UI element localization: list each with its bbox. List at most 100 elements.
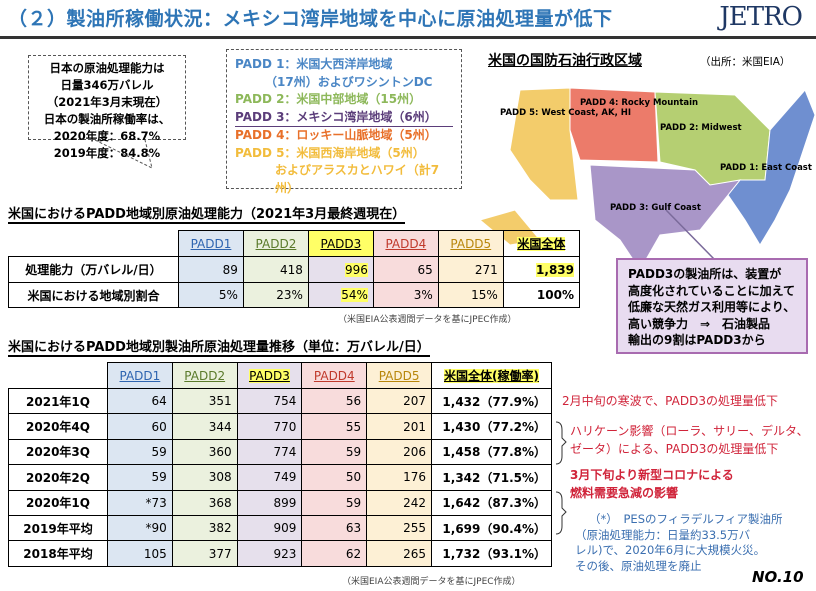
callout-line: 日量346万バレル xyxy=(60,78,154,92)
table-cell: 308 xyxy=(171,464,238,491)
map-source: （出所：米国EIA） xyxy=(700,56,791,68)
table-cell: 360 xyxy=(171,438,238,466)
table-cell: 242 xyxy=(366,489,432,516)
capacity-section-title: 米国におけるPADD地域別原油処理能力（2021年3月最終週現在） xyxy=(8,203,406,224)
slide-title: （２）製油所稼働状況：メキシコ湾岸地域を中心に原油処理量が低下 xyxy=(8,8,613,30)
table-cell: 50 xyxy=(301,464,368,491)
table-cell: 344 xyxy=(171,413,238,440)
throughput-table: PADD1 PADD2 PADD3 PADD4 PADD5 米国全体(稼働率) … xyxy=(8,362,552,567)
table-cell: 1,432（77.9%） xyxy=(431,387,552,415)
table-cell: 201 xyxy=(366,413,432,440)
col-header: PADD1 xyxy=(107,362,173,389)
table-cell: 60 xyxy=(107,413,173,440)
map-region-padd3 xyxy=(589,164,742,260)
callout-line: 日本の原油処理能力は xyxy=(49,61,165,75)
annotation-covid: 3月下旬より新型コロナによる 燃料需要急減の影響 xyxy=(570,468,734,500)
capacity-note: （米国EIA公表週間データを基にJPEC作成） xyxy=(338,315,517,325)
table-cell: *73 xyxy=(107,489,173,516)
table-cell: 63 xyxy=(301,514,368,542)
throughput-section-title: 米国におけるPADD地域別製油所原油処理量推移（単位：万バレル/日） xyxy=(8,336,430,357)
col-header: PADD2 xyxy=(171,362,238,389)
table-row: 2019年平均 *90 382 909 63 255 1,699（90.4%） xyxy=(8,514,552,542)
table-row: 2020年2Q 59 308 749 50 176 1,342（71.5%） xyxy=(8,464,552,491)
table-cell: 1,699（90.4%） xyxy=(431,514,552,542)
col-header: PADD3 xyxy=(249,368,290,383)
table-cell: 909 xyxy=(236,514,303,542)
table-cell: 1,458（77.8%） xyxy=(431,438,552,466)
table-cell: 377 xyxy=(171,540,238,567)
legend-padd5-cont: およびアラスカとハワイ（計7州） xyxy=(275,163,440,195)
legend-padd1: PADD 1：米国大西洋岸地域 xyxy=(235,57,393,71)
callout-line: 2020年度：68.7% xyxy=(53,129,161,143)
table-cell: 1,732（93.1%） xyxy=(431,540,552,567)
legend-padd1-cont: （17州）およびワシントンDC xyxy=(265,74,433,89)
table-cell: 59 xyxy=(301,489,368,516)
padd-map: PADD 5: West Coast, AK, HI PADD 4: Rocky… xyxy=(478,87,816,260)
col-header: 米国全体 xyxy=(517,237,566,251)
annotation-hurricane: ハリケーン影響（ローラ、サリー、デルタ、 ゼータ）による、PADD3の処理量低下 xyxy=(570,424,809,456)
callout-tail xyxy=(94,140,153,169)
callout-line: （2021年3月末現在） xyxy=(46,95,168,109)
table-cell: 770 xyxy=(236,413,303,440)
map-label-padd3: PADD 3: Gulf Coast xyxy=(610,203,701,213)
table-cell: 774 xyxy=(236,438,303,466)
table-cell: 55 xyxy=(301,413,368,440)
capacity-table: PADD1 PADD2 PADD3 PADD4 PADD5 米国全体 処理能力（… xyxy=(8,230,581,308)
map-label-padd2: PADD 2: Midwest xyxy=(660,123,742,133)
table-cell: 59 xyxy=(301,438,368,466)
table-cell: 1,430（77.2%） xyxy=(431,413,552,440)
table-cell: 62 xyxy=(301,540,368,567)
table-cell: 1,342（71.5%） xyxy=(431,464,552,491)
table-cell: 368 xyxy=(171,489,238,516)
col-header: PADD2 xyxy=(242,230,309,257)
table-cell: 255 xyxy=(366,514,432,542)
table-cell: 56 xyxy=(301,387,368,415)
annotation-braces xyxy=(555,421,567,535)
pes-footnote: （*） PESのフィラデルフィア製油所 （原油処理能力：日量約33.5万バ レル)で… xyxy=(575,512,783,573)
map-region-padd4 xyxy=(569,87,659,163)
padd3-callout: PADD3の製油所は、装置が 高度化されていることに加えて 低廉な天然ガス利用等によ… xyxy=(616,258,808,354)
throughput-note: （米国EIA公表週間データを基にJPEC作成） xyxy=(342,577,521,587)
map-region-padd1 xyxy=(727,89,816,246)
table-cell: 207 xyxy=(366,387,432,415)
table-row: 2020年1Q *73 368 899 59 242 1,642（87.3%） xyxy=(8,489,552,516)
table-cell: 105 xyxy=(107,540,173,567)
table-cell: 923 xyxy=(236,540,303,567)
title-divider xyxy=(0,36,816,39)
jetro-logo: JETRO xyxy=(719,2,803,32)
map-label-padd4: PADD 4: Rocky Mountain xyxy=(580,98,698,108)
table-cell: 899 xyxy=(236,489,303,516)
table-row: 処理能力（万バレル/日） 89 418 996 65 271 1,839 xyxy=(8,256,581,283)
col-header: PADD4 xyxy=(372,230,439,257)
table-row: 2020年4Q 60 344 770 55 201 1,430（77.2%） xyxy=(8,413,552,440)
table-cell: 1,642（87.3%） xyxy=(431,489,552,516)
map-title: 米国の国防石油行政区域 xyxy=(488,53,642,69)
table-row: 米国における地域別割合 5% 23% 54% 3% 15% 100% xyxy=(8,282,581,308)
table-cell: 351 xyxy=(171,387,238,415)
annotation-cold-wave: 2月中旬の寒波で、PADD3の処理量低下 xyxy=(562,394,778,408)
legend-padd5: PADD 5：米国西海岸地域（5州） xyxy=(235,145,425,160)
japan-capacity-callout: 日本の原油処理能力は 日量346万バレル （2021年3月末現在） 日本の製油所… xyxy=(28,55,186,160)
table-row: 2018年平均 105 377 923 62 265 1,732（93.1%） xyxy=(8,540,552,567)
col-header: PADD3 xyxy=(307,230,374,257)
table-cell: 59 xyxy=(107,438,173,466)
col-header: PADD5 xyxy=(437,230,504,257)
page-number: NO.10 xyxy=(752,568,804,586)
table-cell: 176 xyxy=(366,464,432,491)
table-row: 2020年3Q 59 360 774 59 206 1,458（77.8%） xyxy=(8,438,552,466)
table-cell: 382 xyxy=(171,514,238,542)
col-header: PADD5 xyxy=(366,362,432,389)
col-header: 米国全体(稼働率) xyxy=(444,369,539,383)
map-label-padd5: PADD 5: West Coast, AK, HI xyxy=(500,108,631,118)
col-header: PADD4 xyxy=(301,362,368,389)
table-cell: 206 xyxy=(366,438,432,466)
map-arrow xyxy=(665,209,716,260)
table-cell: 749 xyxy=(236,464,303,491)
legend-padd4: PADD 4：ロッキー山脈地域（5州） xyxy=(235,128,437,142)
map-label-padd1: PADD 1: East Coast xyxy=(720,163,812,173)
table-cell: *90 xyxy=(107,514,173,542)
table-cell: 265 xyxy=(366,540,432,567)
callout-line: 2019年度：84.8% xyxy=(53,146,161,160)
legend-padd3: PADD 3：メキシコ湾岸地域（6州） xyxy=(235,109,453,127)
table-cell: 754 xyxy=(236,387,303,415)
